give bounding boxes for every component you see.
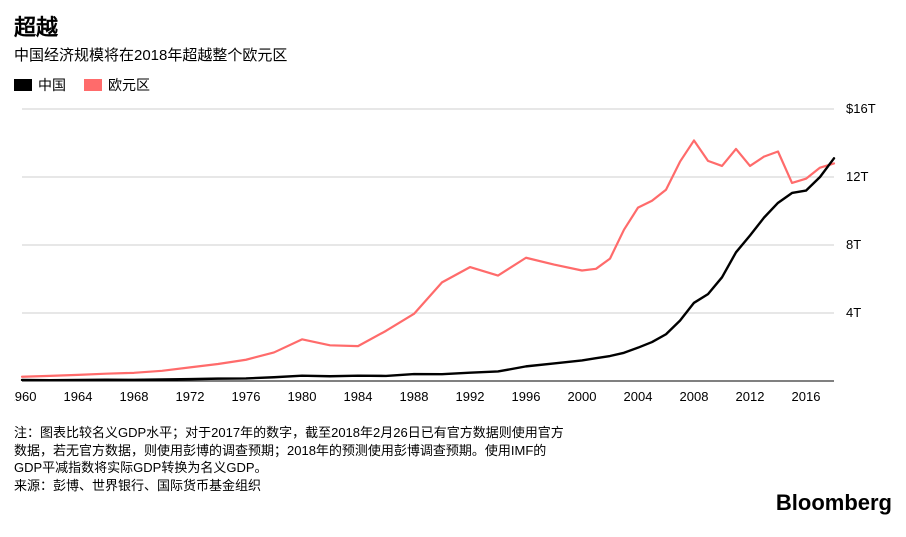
x-axis-label: 2004 xyxy=(624,389,653,404)
x-axis-label: 2000 xyxy=(568,389,597,404)
chart-title: 超越 xyxy=(14,10,892,42)
legend-item-eurozone: 欧元区 xyxy=(84,75,150,95)
x-axis-label: 1988 xyxy=(400,389,429,404)
y-axis-label: 12T xyxy=(846,169,868,184)
x-axis-label: 1976 xyxy=(232,389,261,404)
y-axis-label: 8T xyxy=(846,237,861,252)
legend-label-china: 中国 xyxy=(38,75,66,95)
chart-note: 注：图表比较名义GDP水平；对于2017年的数字，截至2018年2月26日已有官… xyxy=(14,424,892,494)
legend-swatch-eurozone xyxy=(84,79,102,91)
line-chart: $16T 12T 8T 4T 1960 1964 1968 1972 1976 1980 1984 1… xyxy=(14,101,884,411)
x-axis-label: 2012 xyxy=(736,389,765,404)
x-axis-label: 2016 xyxy=(792,389,821,404)
note-line: GDP平减指数将实际GDP转换为名义GDP。 xyxy=(14,459,892,477)
x-axis-label: 1992 xyxy=(456,389,485,404)
note-line: 注：图表比较名义GDP水平；对于2017年的数字，截至2018年2月26日已有官… xyxy=(14,424,892,442)
legend-item-china: 中国 xyxy=(14,75,66,95)
x-axis-label: 1960 xyxy=(14,389,36,404)
chart-card: 超越 中国经济规模将在2018年超越整个欧元区 中国 欧元区 $16T 12T 8T… xyxy=(0,0,906,522)
y-axis-label: 4T xyxy=(846,305,861,320)
brand-logo: Bloomberg xyxy=(14,490,892,516)
x-axis-label: 1980 xyxy=(288,389,317,404)
chart-area: $16T 12T 8T 4T 1960 1964 1968 1972 1976 1980 1984 1… xyxy=(14,101,892,416)
x-axis-label: 1968 xyxy=(120,389,149,404)
series-line-china xyxy=(22,158,834,380)
legend-swatch-china xyxy=(14,79,32,91)
x-axis-label: 1996 xyxy=(512,389,541,404)
x-axis-label: 1964 xyxy=(64,389,93,404)
x-axis-label: 1984 xyxy=(344,389,373,404)
series-line-eurozone xyxy=(22,140,834,376)
note-line: 数据，若无官方数据，则使用彭博的调查预期；2018年的预测使用彭博调查预期。使用… xyxy=(14,442,892,460)
legend: 中国 欧元区 xyxy=(14,75,892,95)
y-axis-label: $16T xyxy=(846,101,876,116)
legend-label-eurozone: 欧元区 xyxy=(108,75,150,95)
x-axis-label: 2008 xyxy=(680,389,709,404)
chart-subtitle: 中国经济规模将在2018年超越整个欧元区 xyxy=(14,44,892,65)
x-axis-label: 1972 xyxy=(176,389,205,404)
